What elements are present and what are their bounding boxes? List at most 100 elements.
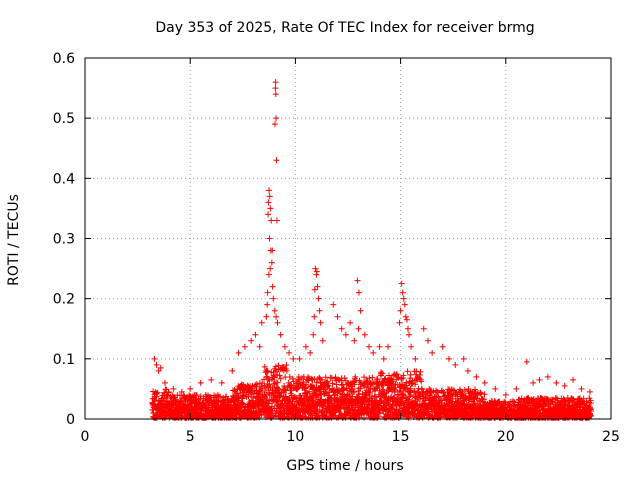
data-point [326,385,333,392]
data-point [368,393,375,400]
data-point [357,307,364,314]
data-point [398,280,405,287]
data-point [578,385,585,392]
data-point [355,289,362,296]
data-point [197,379,204,386]
data-point [439,397,446,404]
data-point [390,372,397,379]
data-point [445,355,452,362]
data-point [384,343,391,350]
data-point [412,355,419,362]
data-point [361,374,368,381]
data-point [379,370,386,377]
y-tick-label: 0.3 [53,232,75,248]
data-point [402,313,409,320]
data-point [361,331,368,338]
data-point [370,349,377,356]
data-point [264,367,271,374]
data-point [217,393,224,400]
data-point [411,387,418,394]
data-point [274,379,281,386]
data-point [329,380,336,387]
y-axis-ticks: 0 0.1 0.2 0.3 0.4 0.5 0.6 [53,51,611,428]
data-point [265,211,272,218]
y-tick-label: 0.4 [53,171,75,187]
data-point [290,378,297,385]
data-point [268,259,275,266]
data-point [218,379,225,386]
data-point [449,398,456,405]
data-point [325,392,332,399]
data-point [301,385,308,392]
data-point [366,375,373,382]
data-point [351,381,358,388]
data-point [272,85,279,92]
data-point [357,385,364,392]
data-point [311,286,318,293]
data-point [481,379,488,386]
data-point [153,393,160,400]
chart-title: Day 353 of 2025, Rate Of TEC Index for r… [155,20,534,36]
data-point [165,389,172,396]
data-point [241,343,248,350]
data-point [404,368,411,375]
x-axis-ticks: 0 5 10 15 20 25 [81,58,620,445]
data-point [580,395,587,402]
data-point [276,372,283,379]
y-tick-label: 0 [66,412,75,428]
data-point [325,382,332,389]
data-point [248,337,255,344]
data-point [338,325,345,332]
data-point [264,289,271,296]
x-tick-label: 20 [497,429,515,445]
data-point [292,395,299,402]
data-point [311,313,318,320]
data-point [523,358,530,365]
data-point [460,355,467,362]
data-point [263,313,270,320]
data-point [313,271,320,278]
x-tick-label: 15 [392,429,410,445]
data-point [352,373,359,380]
data-point [513,385,520,392]
data-point [306,388,313,395]
data-point [277,375,284,382]
data-point [304,374,311,381]
x-tick-label: 25 [602,429,620,445]
data-point [396,319,403,326]
data-point [155,367,162,374]
data-point [265,199,272,206]
data-point [369,374,376,381]
y-tick-label: 0.2 [53,292,75,308]
data-point [266,235,273,242]
data-point [587,408,594,415]
data-point [257,385,264,392]
data-point [283,361,290,368]
data-point [318,376,325,383]
data-point [172,396,179,403]
data-point [392,386,399,393]
data-point [268,217,275,224]
data-point [265,400,272,407]
data-point [406,331,413,338]
data-point [351,337,358,344]
data-point [302,343,309,350]
data-point [393,396,400,403]
data-point [164,392,171,399]
data-point [286,349,293,356]
data-point [380,355,387,362]
data-point [187,385,194,392]
data-point [237,390,244,397]
data-point [269,283,276,290]
data-point [396,387,403,394]
data-point [273,157,280,164]
data-point [261,363,268,370]
data-point [319,337,326,344]
data-point [342,331,349,338]
data-point [461,407,468,414]
y-tick-label: 0.5 [53,111,75,127]
data-point [264,301,271,308]
data-point [376,343,383,350]
data-point [310,331,317,338]
